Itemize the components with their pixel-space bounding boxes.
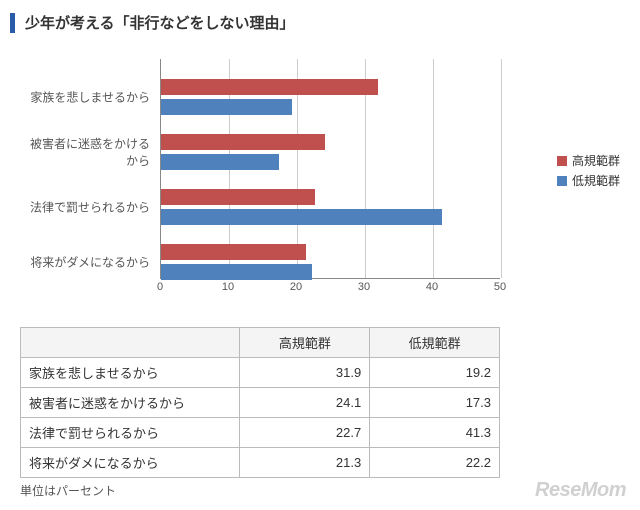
xtick-label: 20	[290, 281, 302, 293]
title-wrap: 少年が考える「非行などをしない理由」	[0, 0, 640, 39]
cell-low: 17.3	[370, 388, 500, 418]
legend-label-high: 高規範群	[572, 152, 620, 169]
legend-swatch-high	[557, 156, 567, 166]
cell-label: 将来がダメになるから	[21, 448, 240, 478]
gridline	[501, 59, 502, 278]
chart-legend: 高規範群 低規範群	[557, 149, 620, 192]
cell-label: 家族を悲しませるから	[21, 358, 240, 388]
legend-item-high: 高規範群	[557, 152, 620, 169]
data-table: 高規範群 低規範群 家族を悲しませるから31.919.2被害者に迷惑をかけるから…	[20, 327, 500, 478]
xtick-label: 30	[358, 281, 370, 293]
legend-item-low: 低規範群	[557, 172, 620, 189]
category-label: 法律で罰せられるから	[20, 199, 155, 216]
bar-low	[161, 154, 279, 170]
cell-label: 法律で罰せられるから	[21, 418, 240, 448]
bar-low	[161, 99, 292, 115]
cell-label: 被害者に迷惑をかけるから	[21, 388, 240, 418]
bar-high	[161, 134, 325, 150]
th-blank	[21, 328, 240, 358]
data-table-wrap: 高規範群 低規範群 家族を悲しませるから31.919.2被害者に迷惑をかけるから…	[20, 327, 620, 478]
category-label: 被害者に迷惑をかけるから	[20, 135, 155, 169]
th-low: 低規範群	[370, 328, 500, 358]
title-accent-bar	[10, 13, 15, 33]
table-row: 将来がダメになるから21.322.2	[21, 448, 500, 478]
cell-low: 19.2	[370, 358, 500, 388]
bar-high	[161, 79, 378, 95]
cell-low: 41.3	[370, 418, 500, 448]
table-row: 法律で罰せられるから22.741.3	[21, 418, 500, 448]
bar-low	[161, 209, 442, 225]
table-row: 被害者に迷惑をかけるから24.117.3	[21, 388, 500, 418]
xtick-label: 0	[157, 281, 163, 293]
legend-label-low: 低規範群	[572, 172, 620, 189]
xtick-label: 10	[222, 281, 234, 293]
bar-low	[161, 264, 312, 280]
cell-high: 31.9	[240, 358, 370, 388]
page-title: 少年が考える「非行などをしない理由」	[25, 12, 295, 33]
table-body: 家族を悲しませるから31.919.2被害者に迷惑をかけるから24.117.3法律…	[21, 358, 500, 478]
watermark: ReseMom	[535, 479, 626, 502]
xtick-label: 40	[426, 281, 438, 293]
cell-high: 22.7	[240, 418, 370, 448]
gridline	[433, 59, 434, 278]
category-label: 将来がダメになるから	[20, 254, 155, 271]
legend-swatch-low	[557, 176, 567, 186]
cell-high: 24.1	[240, 388, 370, 418]
chart-plot	[160, 59, 500, 279]
cell-high: 21.3	[240, 448, 370, 478]
chart-area: 高規範群 低規範群 0 10 20 30 40 50 家族を悲しませるから被害者に迷惑をかけ…	[20, 49, 620, 309]
bar-high	[161, 244, 306, 260]
th-high: 高規範群	[240, 328, 370, 358]
cell-low: 22.2	[370, 448, 500, 478]
xtick-label: 50	[494, 281, 506, 293]
table-row: 家族を悲しませるから31.919.2	[21, 358, 500, 388]
bar-high	[161, 189, 315, 205]
category-label: 家族を悲しませるから	[20, 89, 155, 106]
